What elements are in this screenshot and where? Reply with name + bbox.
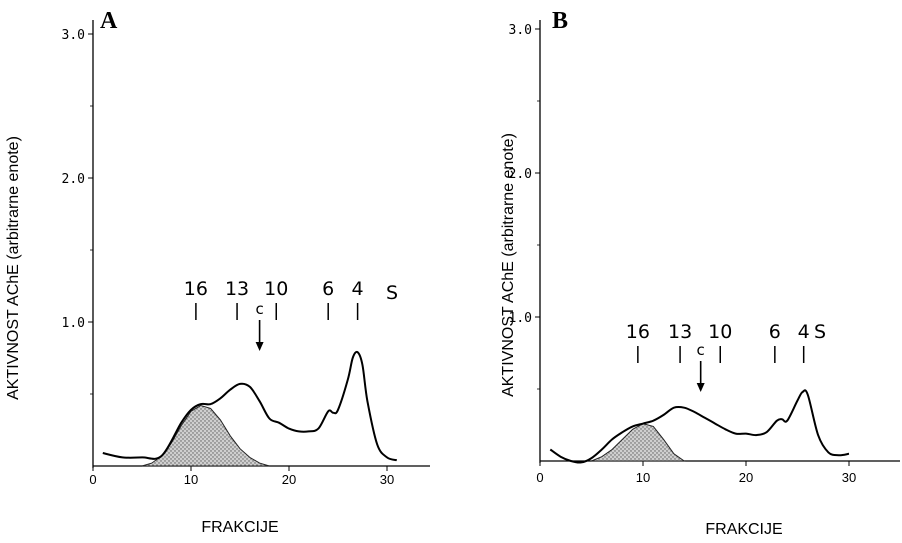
x-axis-label-b: FRAKCIJE xyxy=(705,521,782,538)
sedimentation-marker-label: 6 xyxy=(769,321,781,343)
plot-area-b: 1.0 2.0 3.0 0 10 20 30 16 13 10 6 4 Sc xyxy=(509,20,900,485)
chart-panel-b: B AKTIVNOST AChE (arbitrarne enote) FRAK… xyxy=(500,8,900,538)
x-tick-label: 10 xyxy=(184,472,198,487)
y-tick-label: 2.0 xyxy=(62,172,85,187)
x-axis-label-a: FRAKCIJE xyxy=(201,519,278,536)
c-annotation-label: c xyxy=(255,300,263,318)
c-annotation-label: c xyxy=(697,341,705,359)
shaded-peak-area xyxy=(591,423,686,462)
sedimentation-marker-label: 16 xyxy=(184,278,208,300)
x-tick-label: 30 xyxy=(380,472,394,487)
panel-label-a: A xyxy=(100,8,118,34)
y-tick-label: 3.0 xyxy=(62,28,85,43)
panel-label-b: B xyxy=(552,8,568,34)
x-tick-label: 0 xyxy=(536,470,543,485)
activity-curve xyxy=(102,350,398,462)
chart-panel-a: A AKTIVNOST AChE (arbitrarne enote) FRAK… xyxy=(5,8,430,536)
y-axis-label-a: AKTIVNOST AChE (arbitrarne enote) xyxy=(5,136,22,400)
y-axis-label-b: AKTIVNOST AChE (arbitrarne enote) xyxy=(500,133,517,397)
sedimentation-unit-label: S xyxy=(386,282,398,304)
c-annotation-arrow-head xyxy=(255,342,264,351)
y-tick-label: 2.0 xyxy=(509,167,532,182)
x-tick-label: 0 xyxy=(89,472,96,487)
y-tick-label: 1.0 xyxy=(509,311,532,326)
x-tick-label: 30 xyxy=(842,470,856,485)
plot-area-a: 1.0 2.0 3.0 0 10 20 30 16 13 10 6 4 Sc xyxy=(62,20,430,487)
y-tick-label: 3.0 xyxy=(509,23,532,38)
x-tick-label: 20 xyxy=(739,470,753,485)
sedimentation-marker-label: 4 xyxy=(798,321,810,343)
sedimentation-marker-label: 6 xyxy=(322,278,334,300)
activity-curve xyxy=(549,389,850,464)
sedimentation-marker-label: 16 xyxy=(626,321,650,343)
sedimentation-unit-label: S xyxy=(814,321,826,343)
sedimentation-marker-label: 13 xyxy=(225,278,249,300)
sedimentation-marker-label: 10 xyxy=(708,321,732,343)
sedimentation-marker-label: 13 xyxy=(668,321,692,343)
sedimentation-marker-label: 4 xyxy=(352,278,364,300)
x-tick-label: 10 xyxy=(636,470,650,485)
y-tick-label: 1.0 xyxy=(62,316,85,331)
sedimentation-marker-label: 10 xyxy=(264,278,288,300)
x-tick-label: 20 xyxy=(282,472,296,487)
c-annotation-arrow-head xyxy=(696,383,705,392)
